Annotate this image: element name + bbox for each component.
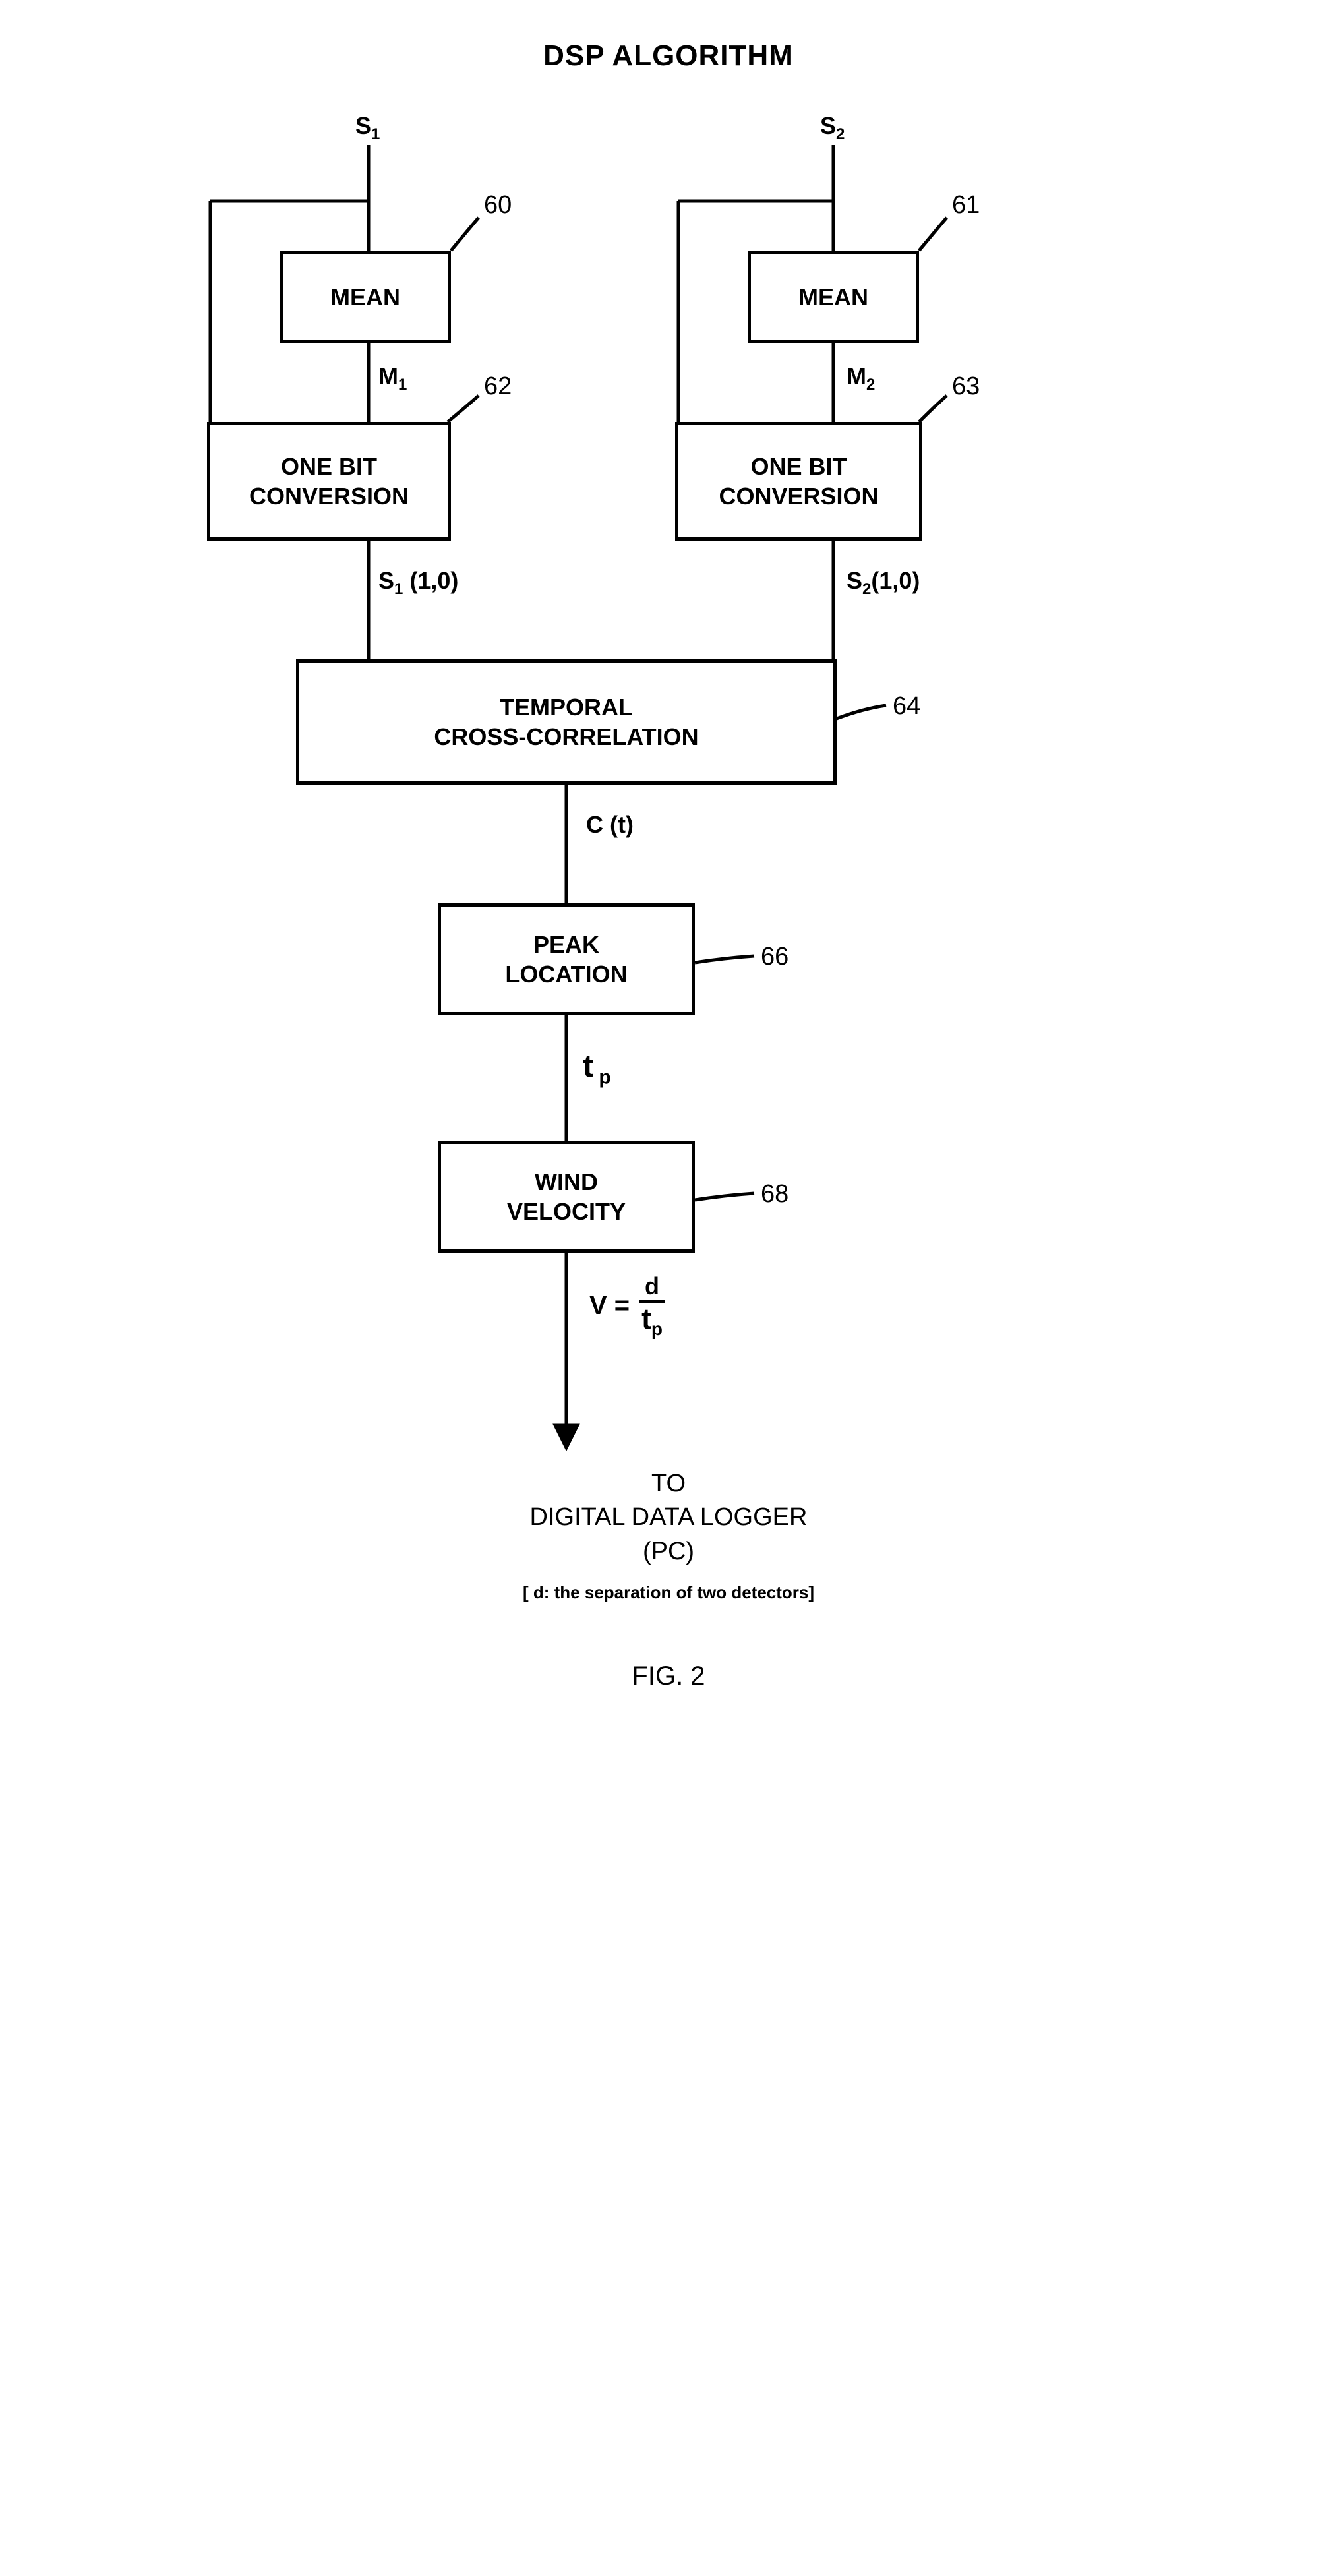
s1-binary-label: S1 (1,0) <box>378 567 458 599</box>
ref-62: 62 <box>484 373 512 401</box>
velocity-formula: V = d tp <box>589 1273 668 1340</box>
m2-label: M2 <box>847 363 875 394</box>
onebit-box-2: ONE BIT CONVERSION <box>675 422 922 541</box>
m1-label: M1 <box>378 363 407 394</box>
ct-label: C (t) <box>586 811 634 839</box>
input-s2-label: S2 <box>820 112 845 144</box>
s2-binary-label: S2(1,0) <box>847 567 920 599</box>
ref-66: 66 <box>761 943 788 971</box>
mean-box-2: MEAN <box>748 251 919 343</box>
mean-box-1: MEAN <box>280 251 451 343</box>
peak-location-box: PEAK LOCATION <box>438 903 695 1015</box>
diagram-title: DSP ALGORITHM <box>543 40 794 73</box>
wind-velocity-box: WIND VELOCITY <box>438 1141 695 1253</box>
onebit-box-1: ONE BIT CONVERSION <box>207 422 451 541</box>
ref-60: 60 <box>484 191 512 220</box>
separation-note: [ d: the separation of two detectors] <box>174 1582 1163 1603</box>
input-s1-label: S1 <box>355 112 380 144</box>
connector-lines <box>174 112 1163 1958</box>
ref-64: 64 <box>893 692 920 721</box>
output-destination: TO DIGITAL DATA LOGGER (PC) <box>174 1467 1163 1569</box>
ref-61: 61 <box>952 191 980 220</box>
cross-correlation-box: TEMPORAL CROSS-CORRELATION <box>296 659 837 785</box>
tp-label: t p <box>583 1048 611 1089</box>
dsp-flowchart: S1 S2 MEAN MEAN M1 M2 ONE BIT CONVERSION… <box>174 112 1163 1958</box>
ref-68: 68 <box>761 1180 788 1209</box>
ref-63: 63 <box>952 373 980 401</box>
